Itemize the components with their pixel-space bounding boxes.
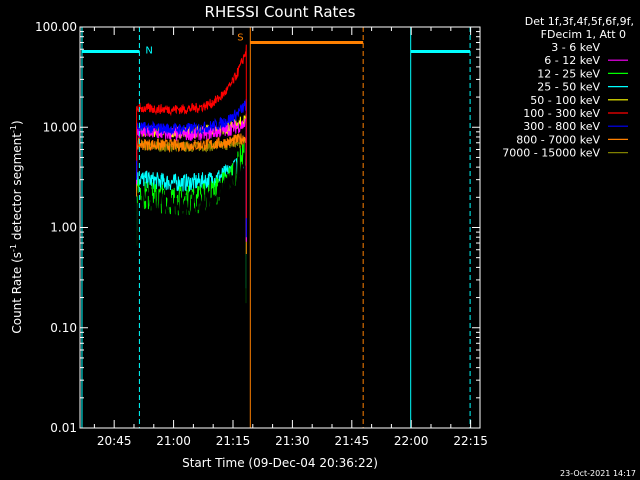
y-tick-label: 100.00 bbox=[35, 20, 77, 34]
x-tick-labels: 20:45 21:00 21:15 21:30 21:45 22:00 22:15 bbox=[97, 434, 488, 448]
x-tick-label: 22:15 bbox=[453, 434, 488, 448]
legend-label: 800 - 7000 keV bbox=[516, 133, 600, 146]
x-tick-label: 21:30 bbox=[275, 434, 310, 448]
y-axis-label-main: Count Rate (s bbox=[10, 252, 24, 334]
y-axis-label-sup2: -1 bbox=[9, 125, 18, 133]
x-tick-label: 21:45 bbox=[335, 434, 370, 448]
x-axis-label: Start Time (09-Dec-04 20:36:22) bbox=[182, 456, 378, 470]
axis-ticks bbox=[80, 26, 480, 429]
legend-label: 100 - 300 keV bbox=[523, 107, 600, 120]
series-line bbox=[136, 98, 247, 238]
y-axis-label: Count Rate (s-1 detector segment-1) bbox=[9, 120, 24, 333]
y-tick-label: 1.00 bbox=[50, 221, 77, 235]
legend-label: 50 - 100 keV bbox=[530, 94, 600, 107]
y-tick-label: 10.00 bbox=[43, 120, 77, 134]
y-axis-label-mid: detector segment bbox=[10, 133, 24, 244]
series-line bbox=[136, 139, 247, 310]
y-axis-label-end: ) bbox=[10, 120, 24, 125]
legend-label: 300 - 800 keV bbox=[523, 120, 600, 133]
x-tick-label: 21:00 bbox=[156, 434, 191, 448]
legend-label: 7000 - 15000 keV bbox=[502, 147, 600, 160]
chart-title: RHESSI Count Rates bbox=[205, 3, 356, 21]
series-line bbox=[136, 44, 247, 219]
series-line bbox=[136, 118, 247, 242]
y-axis-label-sup1: -1 bbox=[9, 244, 18, 252]
legend-label: 12 - 25 keV bbox=[537, 67, 600, 80]
night-marker-label: N bbox=[145, 45, 152, 56]
legend-header-line-1: Det 1f,3f,4f,5f,6f,9f, bbox=[525, 15, 634, 28]
legend-header-line-2: FDecim 1, Att 0 bbox=[541, 28, 626, 41]
y-tick-labels: 0.01 0.10 1.00 10.00 100.00 bbox=[35, 20, 77, 435]
series-line bbox=[136, 132, 247, 254]
y-tick-label: 0.10 bbox=[50, 321, 77, 335]
saa-marker-label: S bbox=[237, 33, 243, 44]
x-tick-label: 22:00 bbox=[394, 434, 429, 448]
x-tick-label: 20:45 bbox=[97, 434, 132, 448]
legend-label: 6 - 12 keV bbox=[544, 54, 600, 67]
legend-label: 25 - 50 keV bbox=[537, 81, 600, 94]
y-tick-label: 0.01 bbox=[50, 421, 77, 435]
timestamp: 23-Oct-2021 14:17 bbox=[560, 469, 636, 478]
legend-label: 3 - 6 keV bbox=[551, 41, 600, 54]
x-tick-label: 21:15 bbox=[216, 434, 251, 448]
